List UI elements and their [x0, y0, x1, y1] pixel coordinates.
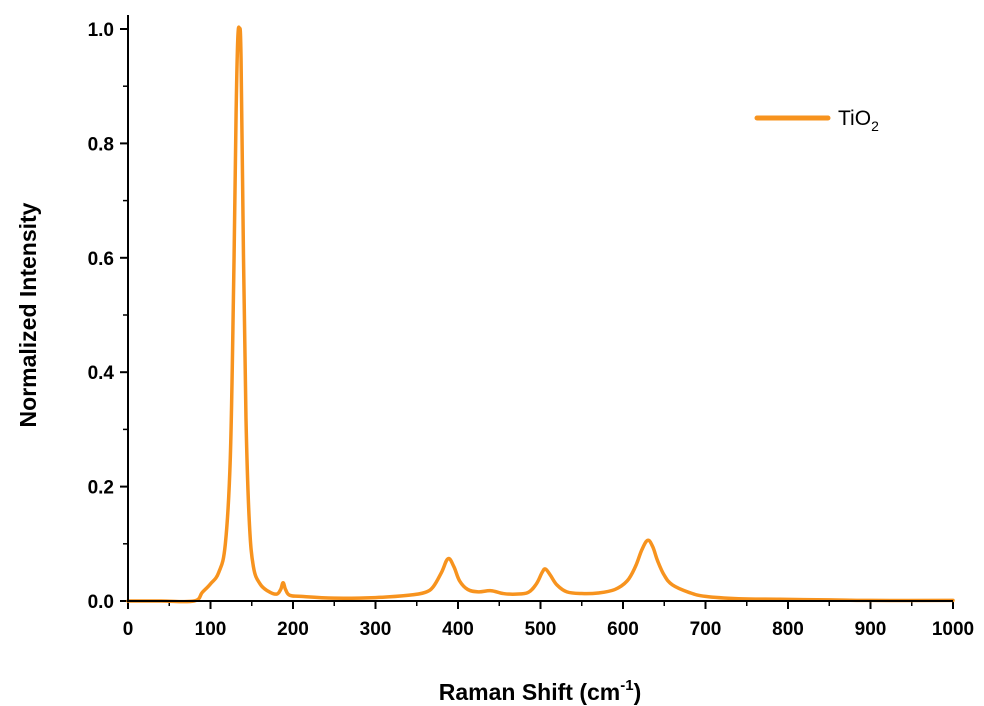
- x-tick-label: 800: [772, 619, 804, 640]
- y-axis-ticks: 0.0 0.2 0.4 0.6 0.8 1.0: [88, 20, 128, 613]
- series-line-tio2: [126, 25, 955, 604]
- x-axis-title-main: Raman Shift (cm: [439, 679, 620, 705]
- x-tick-label: 0: [123, 619, 134, 640]
- y-tick-label: 0.0: [88, 592, 114, 613]
- x-tick-label: 200: [277, 619, 309, 640]
- x-axis-ticks: 0 100 200 300 400 500 600 700 800 900 1000: [123, 601, 974, 640]
- y-tick-label: 0.6: [88, 249, 114, 270]
- x-tick-label: 500: [525, 619, 557, 640]
- legend-label-sub: 2: [871, 118, 879, 134]
- y-tick-label: 1.0: [88, 20, 114, 41]
- x-tick-label: 600: [607, 619, 639, 640]
- legend-label-main: TiO: [838, 107, 871, 130]
- x-tick-label: 300: [360, 619, 392, 640]
- x-tick-label: 1000: [932, 619, 974, 640]
- x-tick-label: 900: [855, 619, 887, 640]
- x-axis-title-sup: -1: [620, 677, 633, 694]
- x-tick-label: 400: [442, 619, 474, 640]
- y-axis-title: Normalized Intensity: [15, 202, 41, 427]
- x-tick-label: 100: [195, 619, 227, 640]
- y-tick-label: 0.4: [88, 363, 115, 384]
- x-axis-title-close: ): [634, 679, 642, 705]
- y-tick-label: 0.8: [88, 134, 114, 155]
- x-tick-label: 700: [690, 619, 722, 640]
- legend: TiO2: [754, 107, 879, 134]
- y-tick-label: 0.2: [88, 478, 114, 499]
- x-axis-title: Raman Shift (cm-1): [439, 677, 642, 705]
- legend-label: TiO2: [838, 107, 879, 134]
